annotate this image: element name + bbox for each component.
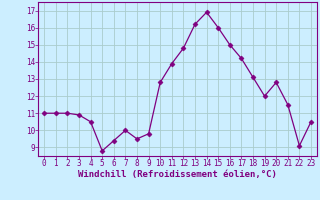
X-axis label: Windchill (Refroidissement éolien,°C): Windchill (Refroidissement éolien,°C) bbox=[78, 170, 277, 179]
